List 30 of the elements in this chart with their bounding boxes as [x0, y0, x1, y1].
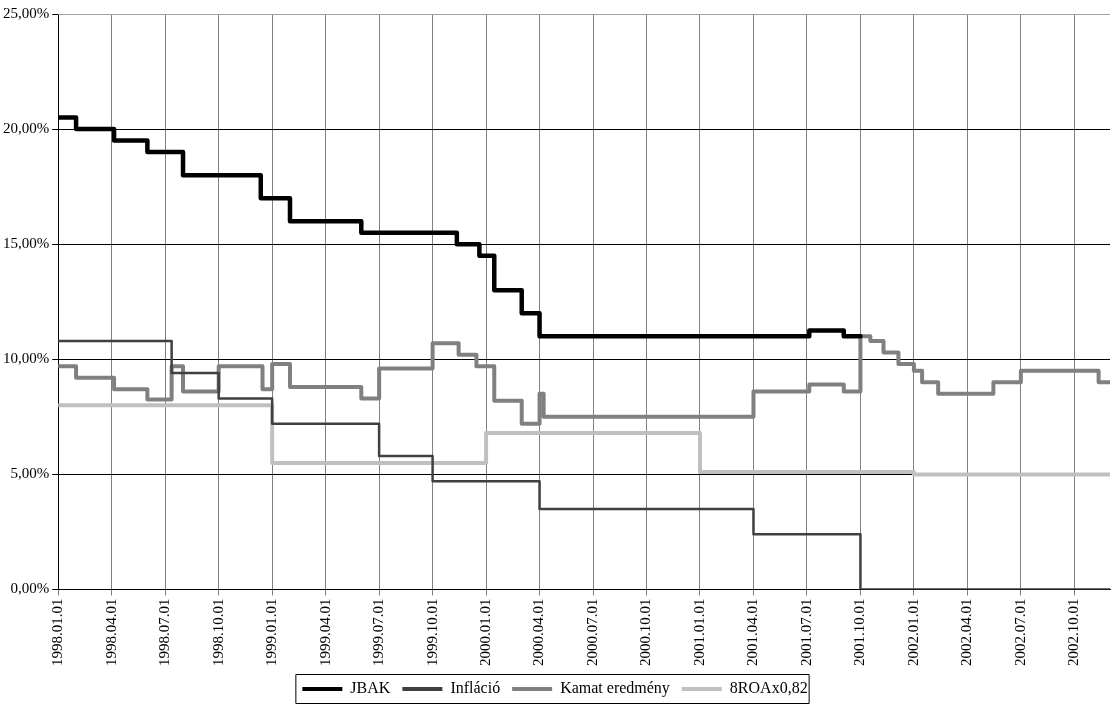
legend-label: JBAK	[350, 679, 391, 697]
x-tick-label: 1998.10.01	[209, 598, 226, 666]
x-tick-label: 1998.07.01	[156, 598, 173, 666]
x-tick-label: 2002.04.01	[958, 598, 975, 666]
x-tick-label: 1998.01.01	[49, 598, 66, 666]
x-tick-label: 2000.01.01	[477, 598, 494, 666]
y-tick-label: 15,00%	[3, 235, 50, 252]
x-tick-label: 2002.01.01	[904, 598, 921, 666]
y-tick-label: 10,00%	[3, 350, 50, 367]
x-tick-label: 2000.10.01	[637, 598, 654, 666]
x-tick-label: 2001.07.01	[797, 598, 814, 666]
x-tick-label: 1999.07.01	[370, 598, 387, 666]
x-tick-label: 2002.07.01	[1011, 598, 1028, 666]
x-tick-label: 1999.04.01	[316, 598, 333, 666]
x-tick-label: 1998.04.01	[102, 598, 119, 666]
x-tick-label: 2000.04.01	[530, 598, 547, 666]
x-tick-label: 2000.07.01	[583, 598, 600, 666]
x-tick-label: 2002.10.01	[1065, 598, 1082, 666]
y-tick-label: 5,00%	[10, 465, 50, 482]
y-tick-label: 25,00%	[3, 4, 50, 21]
x-tick-label: 1999.01.01	[263, 598, 280, 666]
x-tick-label: 2001.04.01	[744, 598, 761, 666]
legend-label: Kamat eredmény	[560, 679, 670, 698]
x-tick-label: 1999.10.01	[423, 598, 440, 666]
x-tick-label: 2001.10.01	[851, 598, 868, 666]
legend-label: 8ROAx0,82	[729, 679, 808, 697]
y-tick-label: 20,00%	[3, 120, 50, 137]
legend-label: Infláció	[450, 679, 501, 697]
y-tick-label: 0,00%	[10, 580, 50, 597]
x-tick-label: 2001.01.01	[690, 598, 707, 666]
